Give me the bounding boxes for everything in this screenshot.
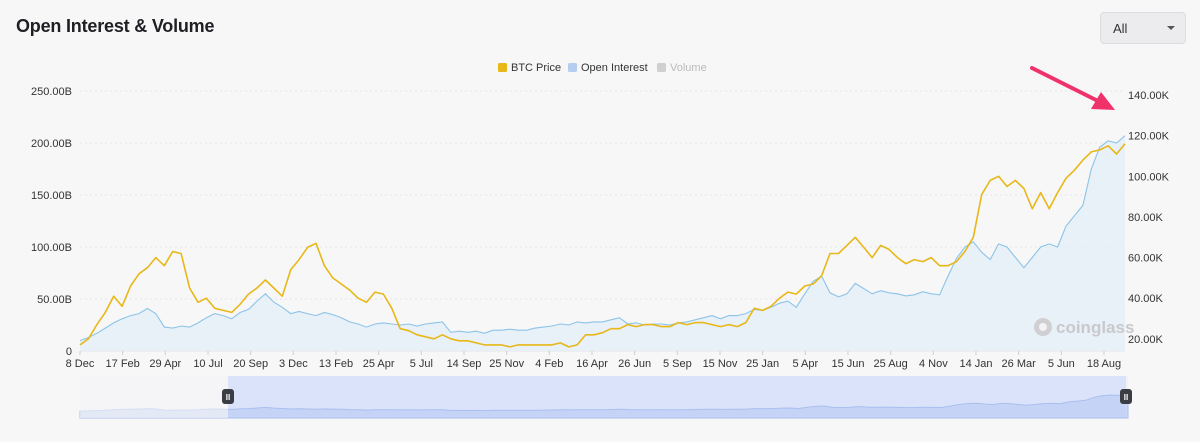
y-left-tick-label: 200.00B [31, 138, 72, 150]
x-axis: 8 Dec 17 Feb 29 Apr 10 Jul 20 Sep 3 Dec 13 Feb… [66, 351, 1121, 370]
legend-swatch [568, 63, 577, 72]
x-tick-label: 15 Nov [703, 358, 738, 370]
x-tick-label: 17 Feb [106, 358, 140, 370]
x-tick-label: 14 Jan [959, 358, 992, 370]
legend-label: Volume [670, 62, 707, 74]
handle-grip-label: II [1124, 393, 1128, 402]
x-tick-label: 5 Sep [663, 358, 692, 370]
x-tick-label: 16 Apr [576, 358, 608, 370]
page-title: Open Interest & Volume [16, 16, 215, 36]
x-tick-label: 13 Feb [319, 358, 353, 370]
y-left-tick-label: 0 [66, 346, 72, 358]
arrow-head [1091, 92, 1115, 110]
x-tick-label: 8 Dec [66, 358, 95, 370]
x-tick-label: 25 Nov [489, 358, 524, 370]
y-axis-left: 0 50.00B 100.00B 150.00B 200.00B 250.00B [31, 86, 72, 358]
x-tick-label: 25 Jan [746, 358, 779, 370]
y-left-tick-label: 150.00B [31, 190, 72, 202]
y-left-tick-label: 50.00B [37, 294, 72, 306]
x-tick-label: 26 Jun [618, 358, 651, 370]
y-axis-right: 20.00K 40.00K 60.00K 80.00K 100.00K 120.00K 14… [1128, 90, 1170, 346]
legend-swatch [657, 63, 666, 72]
open-interest-area [80, 135, 1125, 351]
x-tick-label: 4 Nov [919, 358, 948, 370]
handle-grip-label: II [226, 393, 230, 402]
highlight-arrow-icon [1030, 66, 1115, 110]
y-right-tick-label: 120.00K [1128, 131, 1170, 143]
y-left-tick-label: 100.00B [31, 242, 72, 254]
coinglass-logo-dot [1039, 323, 1047, 331]
legend-label: Open Interest [581, 62, 648, 74]
navigator-handle-left[interactable]: II [222, 389, 234, 404]
y-right-tick-label: 40.00K [1128, 293, 1164, 305]
coinglass-watermark: coinglass [1034, 318, 1134, 337]
watermark-text: coinglass [1056, 318, 1134, 337]
time-range-value: All [1113, 20, 1128, 36]
arrow-shaft [1030, 66, 1100, 103]
drag-handle-icon[interactable] [222, 389, 234, 404]
x-tick-label: 29 Apr [149, 358, 181, 370]
x-tick-label: 10 Jul [193, 358, 222, 370]
x-tick-label: 14 Sep [447, 358, 482, 370]
y-right-tick-label: 60.00K [1128, 253, 1164, 265]
navigator-mask [80, 376, 228, 418]
x-tick-label: 5 Jun [1048, 358, 1075, 370]
chart-legend: BTC Price Open Interest Volume [498, 62, 707, 74]
open-interest-line [79, 135, 1126, 342]
y-left-tick-label: 250.00B [31, 86, 72, 98]
navigator-mini-series [79, 394, 1129, 419]
x-tick-label: 25 Aug [874, 358, 908, 370]
y-right-tick-label: 140.00K [1128, 90, 1170, 102]
legend-label: BTC Price [511, 62, 561, 74]
x-tick-label: 18 Aug [1087, 358, 1121, 370]
navigator-handle-right[interactable]: II [1120, 389, 1132, 404]
chart-series [79, 135, 1126, 351]
x-tick-label: 15 Jun [831, 358, 864, 370]
x-tick-label: 25 Apr [363, 358, 395, 370]
y-right-tick-label: 100.00K [1128, 171, 1170, 183]
chevron-down-icon [1167, 26, 1175, 30]
btc-price-line [79, 143, 1126, 348]
x-tick-label: 26 Mar [1002, 358, 1037, 370]
y-right-tick-label: 20.00K [1128, 334, 1164, 346]
range-navigator[interactable]: II II [79, 376, 1132, 419]
drag-handle-icon[interactable] [1120, 389, 1132, 404]
x-tick-label: 5 Jul [410, 358, 433, 370]
x-tick-label: 4 Feb [535, 358, 563, 370]
x-tick-label: 3 Dec [279, 358, 308, 370]
y-right-tick-label: 80.00K [1128, 212, 1164, 224]
time-range-select[interactable]: All [1100, 12, 1186, 44]
legend-swatch [498, 63, 507, 72]
x-tick-label: 5 Apr [792, 358, 818, 370]
x-tick-label: 20 Sep [233, 358, 268, 370]
